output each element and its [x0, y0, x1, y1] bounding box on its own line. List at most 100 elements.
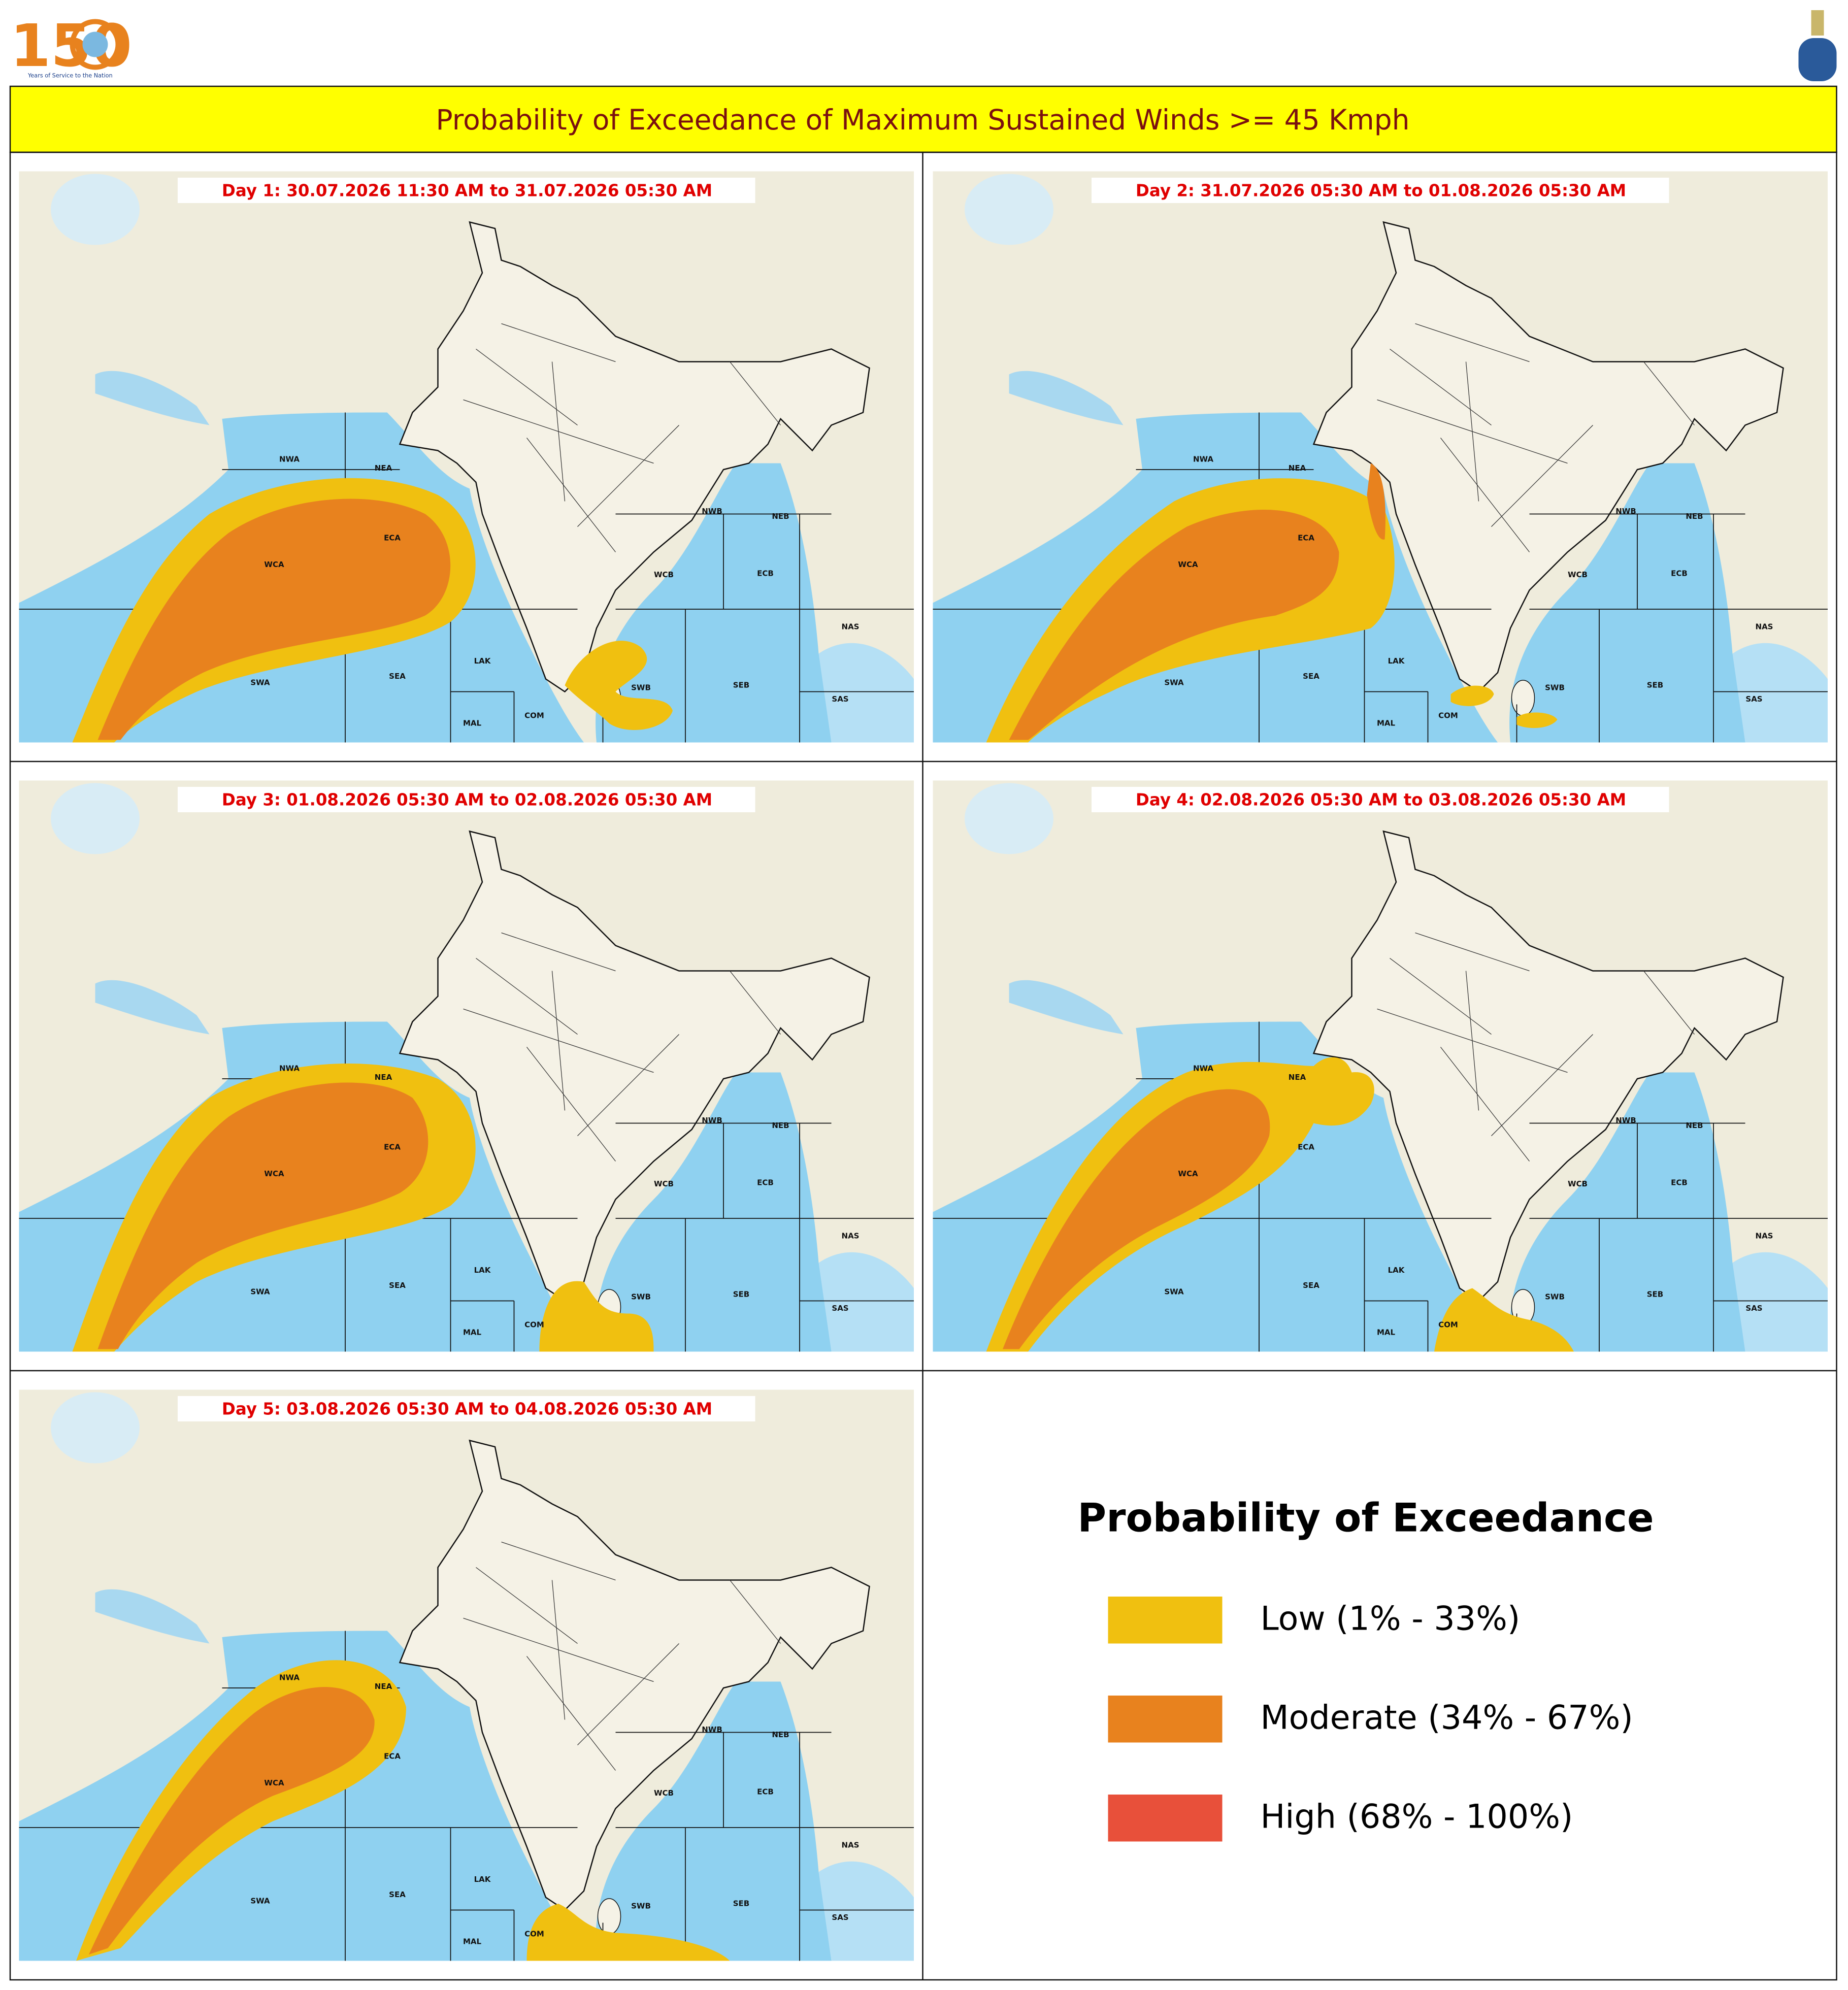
region-label: ECB: [757, 1787, 774, 1797]
region-label: LAK: [1388, 1266, 1405, 1275]
region-label: ECA: [384, 1143, 401, 1152]
title-bg: [1092, 178, 1669, 203]
logo-caption: Years of Service to the Nation: [27, 73, 113, 79]
region-label: SEA: [1303, 1281, 1319, 1290]
probability-area: [526, 1904, 730, 1961]
legend-label: Low (1% - 33%): [1261, 1600, 1521, 1638]
map-panel: NWA NEA ECA WCA SWA SEA LAK MAL COM NWB NEB WCB ECB N…: [19, 780, 914, 1352]
legend-title: Probability of Exceedance: [1077, 1495, 1654, 1541]
region-label: NAS: [842, 1841, 860, 1850]
region-label: NEB: [772, 1121, 789, 1130]
region-label: NAS: [842, 622, 860, 632]
region-label: ECA: [1298, 1143, 1314, 1152]
region-label: NWA: [1193, 1064, 1213, 1073]
region-label: WCA: [1178, 1169, 1198, 1178]
region-label: SEA: [389, 1890, 406, 1899]
panel-title: Day 1: 30.07.2026 11:30 AM to 31.07.2026…: [222, 181, 712, 201]
legend-label: Moderate (34% - 67%): [1261, 1699, 1633, 1737]
region-label: LAK: [474, 1266, 491, 1275]
region-label: NEA: [375, 1073, 392, 1082]
probability-area: [1003, 1089, 1270, 1349]
region-label: SEB: [1647, 1290, 1663, 1299]
map: NWA NEA ECA WCA SWA SEA LAK MAL COM NWB NEB WCB ECB N…: [933, 780, 1828, 1352]
map: NWA NEA ECA WCA SWA SEA LAK MAL COM NWB NEB WCB ECB N…: [19, 171, 914, 743]
region-label: SWB: [1545, 683, 1565, 692]
region-label: NWB: [1615, 507, 1636, 516]
region-label: NEA: [1289, 463, 1306, 473]
region-label: ECA: [384, 534, 401, 543]
probability-area: [97, 1082, 428, 1349]
probability-area: [1516, 712, 1558, 728]
region-label: SWB: [1545, 1292, 1565, 1302]
region-label: NWA: [279, 455, 300, 464]
region-label: NWB: [702, 507, 722, 516]
region-label: SEA: [389, 672, 406, 681]
map-panel: NWA NEA ECA WCA SWA SEA LAK MAL COM NWB NEB WCB ECB N…: [933, 171, 1828, 743]
region-label: ECB: [1671, 569, 1688, 578]
region-label: ECA: [384, 1752, 401, 1761]
map: NWA NEA ECA WCA SWA SEA LAK MAL COM NWB NEB WCB ECB N…: [933, 171, 1828, 743]
map: NWA NEA ECA WCA SWA SEA LAK MAL COM NWB NEB WCB ECB N…: [19, 1389, 914, 1961]
emblem: [1798, 10, 1837, 81]
region-label: SEA: [1303, 672, 1319, 681]
map: NWA NEA ECA WCA SWA SEA LAK MAL COM NWB NEB WCB ECB N…: [19, 780, 914, 1352]
region-label: SWB: [631, 683, 651, 692]
region-label: NEA: [1289, 1073, 1306, 1082]
region-label: ECB: [757, 1178, 774, 1187]
logo-globe: [82, 31, 108, 57]
region-label: WCB: [654, 1179, 674, 1188]
region-label: COM: [524, 711, 544, 720]
region-label: NEB: [772, 512, 789, 521]
region-label: NEA: [375, 463, 392, 473]
region-label: NWB: [702, 1725, 722, 1734]
probability-area: [539, 1281, 654, 1352]
probability-area: [565, 641, 673, 731]
map-panel: NWA NEA ECA WCA SWA SEA LAK MAL COM NWB NEB WCB ECB N…: [933, 780, 1828, 1352]
panel-grid: [9, 151, 1837, 1981]
region-label: ECA: [1298, 534, 1314, 543]
region-label: COM: [524, 1320, 544, 1330]
probability-area: [1009, 509, 1339, 740]
probability-area: [97, 499, 451, 740]
region-label: SWA: [1164, 1287, 1184, 1297]
title: Probability of Exceedance of Maximum Sus…: [436, 104, 1410, 136]
legend-swatch: [1108, 1597, 1223, 1644]
region-label: WCB: [654, 1788, 674, 1798]
region-label: LAK: [474, 1875, 491, 1884]
region-label: MAL: [463, 1328, 482, 1337]
title-bg: [178, 178, 755, 203]
map-panel: NWA NEA ECA WCA SWA SEA LAK MAL COM NWB NEB WCB ECB N…: [19, 1389, 914, 1961]
title-bg: [1092, 787, 1669, 812]
region-label: WCA: [264, 1778, 284, 1787]
region-label: NAS: [842, 1232, 860, 1241]
region-label: SAS: [832, 1304, 848, 1313]
region-label: NEB: [772, 1730, 789, 1739]
legend-label: High (68% - 100%): [1261, 1798, 1573, 1836]
region-label: MAL: [463, 719, 482, 728]
map-panel: NWA NEA ECA WCA SWA SEA LAK MAL COM NWB NEB WCB ECB N…: [19, 171, 914, 743]
region-label: NWA: [1193, 455, 1213, 464]
logo-ring: [70, 19, 121, 70]
region-label: MAL: [1377, 1328, 1396, 1337]
region-label: SEB: [733, 1899, 749, 1908]
region-label: WCB: [654, 570, 674, 579]
legend-swatch: [1108, 1696, 1223, 1743]
region-label: SAS: [1745, 1304, 1762, 1313]
region-label: COM: [524, 1930, 544, 1939]
region-label: NWB: [1615, 1116, 1636, 1125]
region-label: SAS: [832, 1913, 848, 1922]
title-bg: [178, 787, 755, 812]
region-label: NEB: [1686, 512, 1703, 521]
region-label: NAS: [1756, 1232, 1773, 1241]
region-label: SAS: [1745, 694, 1762, 704]
region-label: NEA: [375, 1682, 392, 1691]
region-label: NWB: [702, 1116, 722, 1125]
region-label: LAK: [474, 656, 491, 666]
region-label: COM: [1438, 1320, 1458, 1330]
region-label: SWA: [1164, 678, 1184, 687]
region-label: SEB: [733, 1290, 749, 1299]
region-label: NWA: [279, 1064, 300, 1073]
region-label: MAL: [1377, 719, 1396, 728]
